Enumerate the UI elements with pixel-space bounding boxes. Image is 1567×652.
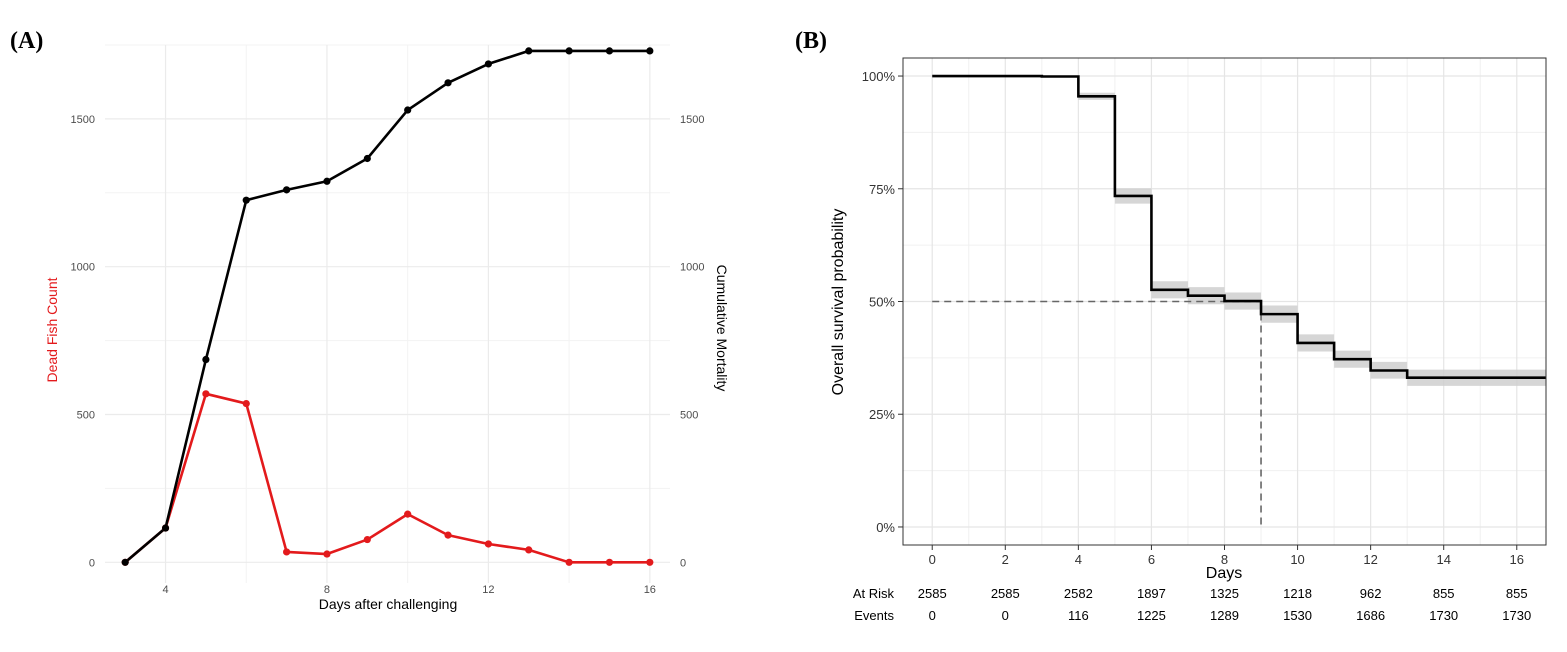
panel-b-risk-table: At Risk Events 2585 0 2585 0 2582 116 1897 1225… [853, 586, 1531, 623]
panel-b-x-tick-label: 0 [929, 552, 936, 567]
panel-a-point-cumulative [646, 47, 654, 55]
panel-b-y-tick-label: 25% [869, 407, 895, 422]
panel-a-point-cumulative [484, 60, 492, 68]
panel-a-point-cumulative [121, 558, 129, 566]
risk-events-value: 1289 [1210, 608, 1239, 623]
panel-a-point-cumulative [525, 47, 533, 55]
panel-b-confidence-band-area [932, 76, 1546, 386]
panel-a-ticks: 4 8 12 16 0 0 500 500 1000 1000 1500 1500 [71, 114, 705, 596]
risk-at-risk-value: 1897 [1137, 586, 1166, 601]
panel-a-right-axis-title: Cumulative Mortality [714, 265, 730, 392]
panel-a-point-dead-count [646, 558, 654, 566]
risk-row-label-at-risk: At Risk [853, 586, 895, 601]
panel-a-point-dead-count [444, 531, 452, 539]
panel-a-point-dead-count [404, 510, 412, 518]
panel-b-ticks: 0 2 4 6 8 10 12 14 16 0% 25% 50% 75% 100% [862, 57, 1547, 567]
panel-a-point-dead-count [605, 558, 614, 566]
panel-a-point-cumulative [565, 47, 573, 55]
panel-b-x-axis-title: Days [1206, 565, 1242, 582]
panel-a-point-dead-count [323, 550, 331, 558]
panel-a-left-axis-title: Dead Fish Count [44, 277, 60, 382]
panel-a-left-tick-label: 1000 [71, 262, 95, 274]
panel-b-median-lines [932, 300, 1262, 527]
panel-a-series-line-dead-count [124, 392, 650, 564]
panel-b-x-tick-label: 10 [1290, 552, 1304, 567]
risk-at-risk-value: 855 [1433, 586, 1455, 601]
panel-a-point-cumulative [404, 106, 412, 114]
risk-events-value: 1730 [1429, 608, 1458, 623]
panel-a-point-dead-count [525, 546, 533, 554]
panel-a-left-tick-label: 0 [89, 557, 95, 569]
risk-at-risk-value: 1218 [1283, 586, 1312, 601]
panel-b-y-tick-label: 50% [869, 295, 895, 310]
risk-at-risk-value: 855 [1506, 586, 1528, 601]
panel-a-series [124, 49, 650, 564]
panel-a-left-tick-label: 500 [77, 410, 95, 422]
panel-b-x-tick-label: 4 [1075, 552, 1082, 567]
panel-b-x-tick-label: 8 [1221, 552, 1228, 567]
panel-b-survival-curve [932, 74, 1546, 380]
panel-a-point-cumulative [323, 177, 331, 185]
panel-a-point-dead-count [242, 399, 250, 408]
risk-at-risk-value: 2585 [918, 586, 947, 601]
panel-a-label: (A) [10, 28, 43, 54]
panel-b-y-tick-label: 75% [869, 182, 895, 197]
risk-at-risk-value: 1325 [1210, 586, 1239, 601]
risk-events-value: 0 [1002, 608, 1009, 623]
panel-b-x-tick-label: 2 [1002, 552, 1009, 567]
risk-row-label-events: Events [854, 608, 894, 623]
panel-a-point-dead-count [202, 390, 210, 398]
risk-events-value: 0 [929, 608, 936, 623]
panel-b-y-tick-label: 100% [862, 69, 896, 84]
panel-b-confidence-band [932, 76, 1546, 386]
risk-at-risk-value: 2585 [991, 586, 1020, 601]
panel-a-right-tick-label: 1000 [680, 262, 704, 274]
risk-events-value: 116 [1068, 608, 1089, 623]
panel-a-right-tick-label: 500 [680, 410, 698, 422]
panel-a-point-cumulative [202, 355, 210, 364]
risk-events-value: 1225 [1137, 608, 1166, 623]
panel-a-series-line-cumulative [124, 49, 650, 564]
panel-a-point-dead-count [363, 535, 371, 544]
panel-a-x-tick-label: 8 [324, 584, 330, 596]
panel-b-label: (B) [795, 28, 827, 54]
panel-b-y-axis-title: Overall survival probability [830, 209, 847, 396]
panel-a-point-dead-count [484, 540, 492, 548]
panel-b-y-tick-label: 0% [876, 520, 895, 535]
risk-at-risk-value: 962 [1360, 586, 1382, 601]
panel-a-x-tick-label: 16 [644, 584, 656, 596]
panel-a-point-dead-count [283, 548, 291, 556]
panel-a-point-dead-count [565, 558, 573, 566]
panel-a-left-tick-label: 1500 [71, 114, 95, 126]
panel-a-point-cumulative [161, 524, 170, 532]
panel-b-x-tick-label: 12 [1363, 552, 1377, 567]
panel-a-points [121, 47, 654, 566]
panel-b-x-tick-label: 14 [1436, 552, 1450, 567]
panel-b-x-tick-label: 16 [1510, 552, 1524, 567]
panel-a-right-tick-label: 0 [680, 557, 686, 569]
panel-b-survival-line [932, 74, 1546, 380]
panel-a-x-tick-label: 12 [482, 584, 494, 596]
panel-a-grid [105, 44, 670, 583]
panel-a-point-cumulative [363, 154, 371, 163]
risk-events-value: 1686 [1356, 608, 1385, 623]
panel-b-chart: (B) 0 2 4 6 8 10 12 14 16 0% 25% 50% 75% 100% Days Ov… [795, 28, 1547, 623]
risk-events-value: 1730 [1502, 608, 1531, 623]
panel-a-point-cumulative [605, 47, 614, 55]
panel-b-x-tick-label: 6 [1148, 552, 1155, 567]
risk-at-risk-value: 2582 [1064, 586, 1093, 601]
panel-a-point-cumulative [242, 196, 250, 204]
panel-a-point-cumulative [444, 79, 452, 87]
panel-a-x-tick-label: 4 [162, 584, 168, 596]
risk-events-value: 1530 [1283, 608, 1312, 623]
panel-b-border [902, 57, 1547, 546]
panel-a-x-axis-title: Days after challenging [319, 596, 458, 612]
panel-a-right-tick-label: 1500 [680, 114, 704, 126]
panel-a-chart: (A) 4 8 12 16 0 0 500 500 1000 1000 1500 1500 Days … [10, 28, 730, 612]
panel-a-point-cumulative [283, 186, 291, 194]
